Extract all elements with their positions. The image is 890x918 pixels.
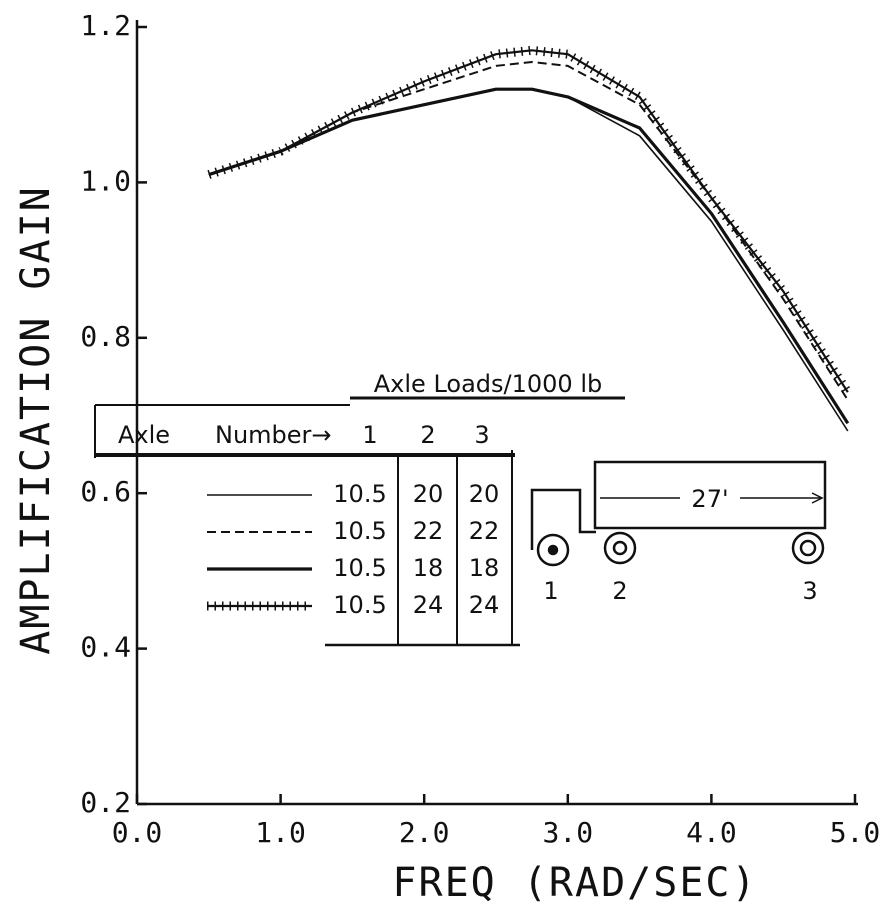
x-tick-label: 0.0 bbox=[112, 816, 163, 849]
legend-load: 18 bbox=[413, 554, 444, 582]
axle-number: 1 bbox=[362, 421, 377, 449]
legend-header: Axle bbox=[118, 421, 170, 449]
legend-load: 10.5 bbox=[333, 517, 386, 545]
y-tick-label: 1.2 bbox=[80, 9, 131, 42]
x-tick-label: 1.0 bbox=[255, 816, 306, 849]
axle-number: 3 bbox=[474, 421, 489, 449]
x-tick-label: 3.0 bbox=[543, 816, 594, 849]
x-axis-label: FREQ (RAD/SEC) bbox=[392, 860, 757, 906]
x-tick-label: 5.0 bbox=[830, 816, 881, 849]
legend-load: 22 bbox=[469, 517, 500, 545]
legend-header: Number→ bbox=[215, 421, 332, 449]
legend-load: 10.5 bbox=[333, 591, 386, 619]
axle-number: 2 bbox=[420, 421, 435, 449]
series-line bbox=[208, 49, 849, 393]
legend-title: Axle Loads/1000 lb bbox=[374, 370, 602, 398]
y-axis-label: AMPLIFICATION GAIN bbox=[13, 185, 59, 654]
diagram-label: 27' bbox=[691, 485, 728, 513]
truck-diagram bbox=[530, 460, 827, 567]
diagram-label: 2 bbox=[612, 577, 627, 605]
legend-load: 20 bbox=[469, 480, 500, 508]
legend-load: 22 bbox=[413, 517, 444, 545]
legend-load: 18 bbox=[469, 554, 500, 582]
y-tick-label: 0.4 bbox=[80, 631, 131, 664]
series-line bbox=[207, 45, 852, 395]
legend-load: 10.5 bbox=[333, 554, 386, 582]
x-tick-label: 2.0 bbox=[399, 816, 450, 849]
legend-load: 20 bbox=[413, 480, 444, 508]
y-tick-label: 0.6 bbox=[80, 475, 131, 508]
y-tick-label: 1.0 bbox=[80, 164, 131, 197]
legend-load: 10.5 bbox=[333, 480, 386, 508]
y-tick-label: 0.8 bbox=[80, 320, 131, 353]
y-tick-label: 0.2 bbox=[80, 786, 131, 819]
diagram-label: 1 bbox=[543, 577, 558, 605]
series-line bbox=[208, 87, 850, 425]
x-tick-label: 4.0 bbox=[686, 816, 737, 849]
legend-table-frame bbox=[94, 396, 625, 647]
series-line bbox=[208, 61, 849, 401]
diagram-label: 3 bbox=[802, 577, 817, 605]
legend-load: 24 bbox=[413, 591, 444, 619]
legend-load: 24 bbox=[469, 591, 500, 619]
